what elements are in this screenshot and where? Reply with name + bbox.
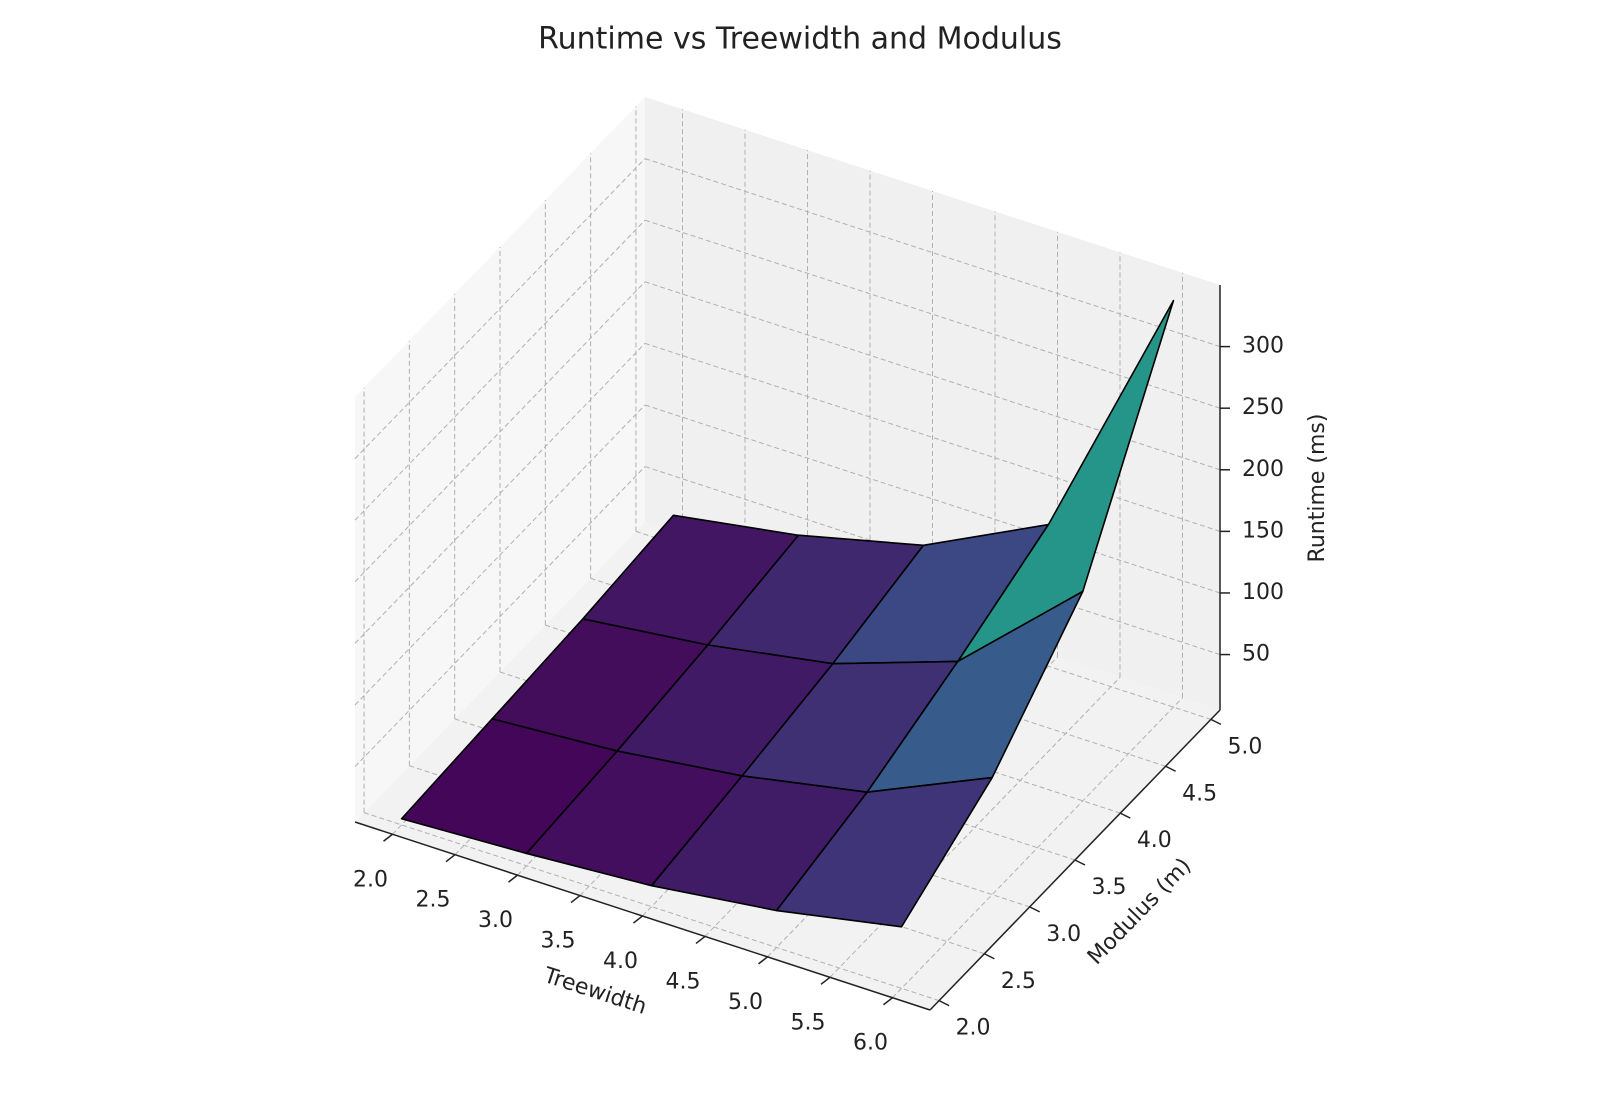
grid-line bbox=[644, 219, 1221, 409]
axes: 2.0 2.5 3.0 3.5 4.0 4.5 5.0 5.5 6.0 2.0 2.5 3.0 3.5 4… bbox=[353, 285, 1330, 1056]
x-axis bbox=[354, 821, 931, 1011]
x-tick bbox=[445, 854, 456, 863]
z-tick-label: 100 bbox=[1242, 580, 1284, 605]
x-tick-label: 3.5 bbox=[541, 929, 576, 954]
z-tick-label: 250 bbox=[1242, 395, 1284, 420]
surface bbox=[400, 299, 1175, 928]
y-tick bbox=[1165, 765, 1176, 772]
grid-line bbox=[644, 158, 1221, 348]
grid-line bbox=[363, 812, 940, 1002]
y-tick-label: 3.0 bbox=[1046, 922, 1081, 947]
x-tick-label: 3.0 bbox=[478, 908, 513, 933]
grid-line bbox=[354, 219, 646, 521]
grid-line bbox=[354, 466, 646, 767]
grid-line bbox=[354, 158, 646, 459]
x-tick-label: 4.5 bbox=[666, 969, 701, 994]
grid-line bbox=[892, 697, 1183, 999]
x-tick bbox=[633, 915, 643, 924]
y-tick-label: 4.5 bbox=[1182, 781, 1217, 806]
y-axis bbox=[929, 709, 1221, 1011]
z-tick-label: 200 bbox=[1242, 457, 1284, 482]
y-axis-label: Modulus (m) bbox=[1083, 854, 1196, 970]
x-tick bbox=[820, 976, 831, 985]
x-tick bbox=[383, 833, 393, 842]
grid-line bbox=[354, 404, 646, 706]
x-tick-label: 4.0 bbox=[603, 949, 638, 974]
y-tick bbox=[1119, 812, 1131, 819]
x-tick bbox=[695, 935, 706, 945]
y-tick bbox=[1074, 859, 1086, 866]
surface-face bbox=[775, 776, 993, 928]
y-tick bbox=[984, 953, 995, 960]
grid-line bbox=[644, 342, 1221, 532]
y-tick bbox=[938, 999, 950, 1007]
grid-line bbox=[354, 343, 646, 644]
z-tick-label: 150 bbox=[1242, 518, 1284, 543]
grid-line bbox=[354, 281, 646, 583]
x-tick-label: 2.0 bbox=[353, 867, 388, 892]
x-tick-label: 6.0 bbox=[853, 1031, 888, 1056]
y-tick bbox=[1210, 718, 1222, 726]
z-axis-label: Runtime (ms) bbox=[1305, 414, 1330, 563]
x-tick bbox=[508, 874, 518, 883]
chart-title: Runtime vs Treewidth and Modulus bbox=[538, 22, 1062, 57]
y-tick-label: 3.5 bbox=[1092, 875, 1127, 900]
x-tick-label: 5.5 bbox=[791, 1010, 826, 1035]
y-tick-label: 4.0 bbox=[1137, 828, 1172, 853]
z-tick-label: 300 bbox=[1242, 334, 1284, 359]
x-tick-label: 5.0 bbox=[728, 990, 763, 1015]
z-tick-label: 50 bbox=[1242, 642, 1270, 667]
y-tick-label: 5.0 bbox=[1227, 734, 1262, 759]
x-tick bbox=[758, 956, 768, 965]
grid-line bbox=[644, 466, 1221, 656]
x-tick-label: 2.5 bbox=[416, 888, 451, 913]
x-tick bbox=[883, 997, 893, 1006]
y-tick bbox=[1029, 906, 1041, 913]
x-tick bbox=[570, 894, 581, 904]
y-tick-label: 2.5 bbox=[1001, 969, 1036, 994]
grid-line bbox=[644, 404, 1221, 594]
y-tick-label: 2.0 bbox=[956, 1016, 991, 1041]
